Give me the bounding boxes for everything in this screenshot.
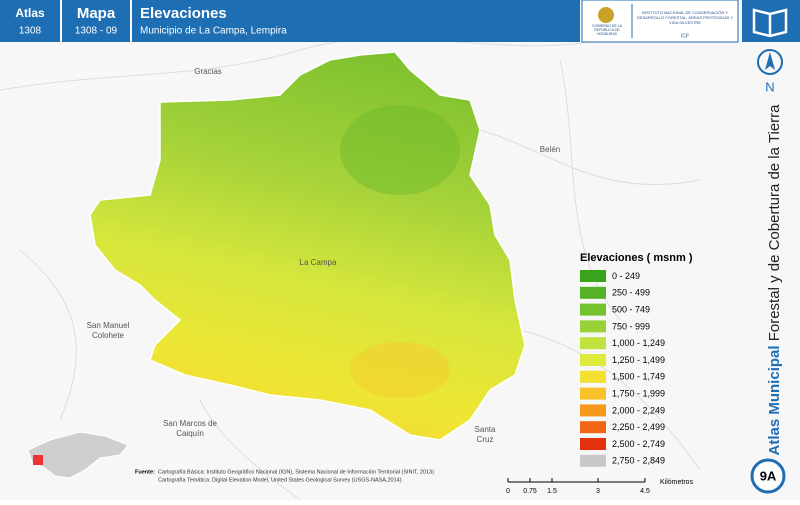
logo-left-wrap: GOBIERNO DE LA REPÚBLICA DE HONDURAS (592, 24, 622, 36)
legend-swatch (580, 438, 606, 450)
legend-label: 2,500 - 2,749 (612, 439, 665, 449)
place-label: San Marcos de (163, 419, 217, 428)
mapa-box (62, 0, 130, 42)
place-label: San Manuel (87, 321, 130, 330)
atlas-box (0, 0, 60, 42)
place-label: La Campa (300, 258, 337, 267)
legend-label: 500 - 749 (612, 304, 650, 314)
scale-tick-label: 0.75 (523, 488, 537, 495)
logo-right-wrap: INSTITUTO NACIONAL DE CONSERVACIÓN Y DES… (636, 10, 734, 25)
legend-label: 250 - 499 (612, 288, 650, 298)
municipality-elevation (89, 51, 526, 441)
legend-label: 2,250 - 2,499 (612, 422, 665, 432)
mapa-code: 1308 - 09 (75, 26, 118, 37)
legend-label: 2,750 - 2,849 (612, 456, 665, 466)
legend-swatch (580, 404, 606, 417)
side-title-bold: Atlas Municipal (766, 345, 783, 455)
legend-swatch (580, 337, 606, 350)
legend-swatch (580, 286, 606, 299)
scale-tick-label: 4.5 (640, 488, 650, 495)
place-label: Santa (475, 425, 496, 434)
legend: Elevaciones ( msnm ) 0 - 249 250 - 499 500… (580, 252, 693, 467)
legend-label: 1,750 - 1,999 (612, 388, 665, 398)
source-line: Cartografía Básica: Instituto Geográfico… (158, 469, 434, 475)
place-label: Colohete (92, 331, 125, 340)
legend-swatch (580, 320, 606, 333)
legend-swatch (580, 454, 606, 467)
subtitle: Municipio de La Campa, Lempira (140, 26, 287, 37)
legend-label: 1,500 - 1,749 (612, 372, 665, 382)
high-zone (350, 342, 450, 398)
book-icon (752, 8, 788, 38)
north-circle (757, 49, 783, 75)
source-label: Fuente: (135, 469, 155, 475)
atlas-code: 1308 (19, 26, 42, 37)
north-arrow (765, 52, 775, 70)
place-label: Gracias (194, 67, 222, 76)
source-line: Cartografía Temática: Digital Elevation … (158, 477, 402, 483)
legend-title: Elevaciones ( msnm ) (580, 252, 693, 264)
badge-circle (750, 458, 786, 494)
coat-of-arms (598, 7, 614, 23)
badge: 9A (760, 468, 777, 483)
honduras-inset (27, 431, 129, 479)
legend-label: 750 - 999 (612, 321, 650, 331)
scale-line (507, 478, 646, 483)
atlas-label: Atlas (15, 6, 45, 20)
scale-unit: Kilómetros (660, 479, 694, 486)
legend-label: 1,000 - 1,249 (612, 338, 665, 348)
low-zone (340, 105, 460, 195)
mapa-label: Mapa (77, 5, 116, 22)
legend-swatch (580, 303, 606, 316)
scale-tick-label: 3 (596, 488, 600, 495)
logo-left: GOBIERNO DE LA REPÚBLICA DE HONDURAS (592, 24, 622, 36)
logo-right: INSTITUTO NACIONAL DE CONSERVACIÓN Y DES… (636, 10, 734, 25)
logo-abbr: ICF (681, 33, 689, 39)
inset-location (33, 455, 43, 465)
scale-tick-label: 1.5 (547, 488, 557, 495)
legend-swatch (580, 270, 606, 282)
title-box (132, 0, 580, 42)
side-title: Atlas Municipal Forestal y de Cobertura … (766, 104, 783, 456)
legend-label: 2,000 - 2,249 (612, 405, 665, 415)
legend-label: 0 - 249 (612, 271, 640, 281)
scale-tick-label: 0 (506, 488, 510, 495)
legend-swatch (580, 387, 606, 400)
title: Elevaciones (140, 5, 227, 22)
place-label: Belén (540, 145, 560, 154)
legend-swatch (580, 354, 606, 366)
scale-bar: Kilómetros 0 0.75 1.5 3 4.5 (506, 478, 694, 495)
north-label: N (765, 79, 774, 94)
legend-label: 1,250 - 1,499 (612, 355, 665, 365)
legend-swatch (580, 421, 606, 434)
legend-swatch (580, 370, 606, 383)
place-label: Caiquín (176, 429, 204, 438)
side-title-rest: Forestal y de Cobertura de la Tierra (766, 104, 783, 346)
place-label: Cruz (477, 435, 494, 444)
